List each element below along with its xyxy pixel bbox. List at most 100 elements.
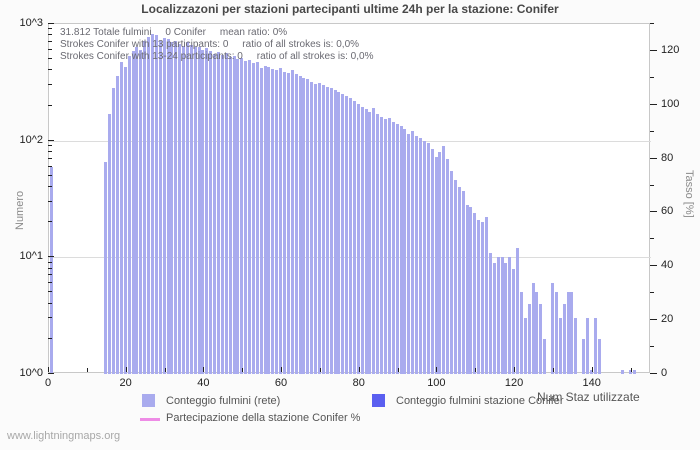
histogram-bar [341,94,345,374]
histogram-bar [255,62,259,374]
histogram-bar [562,303,566,374]
histogram-bar [582,338,586,374]
y-right-major-tick [650,373,657,374]
histogram-bar [391,121,395,374]
histogram-bar [492,262,496,374]
x-minor-tick [397,368,399,372]
histogram-bar [469,207,473,374]
x-tick-label: 20 [119,377,132,389]
histogram-bar [220,55,224,374]
histogram-bar [488,252,492,374]
x-minor-tick [552,368,554,372]
y-left-tick-label: 10^3 [19,17,43,29]
histogram-bar [574,318,578,374]
y-left-minor-tick [48,165,52,167]
histogram-bar [209,50,213,374]
histogram-bar [376,113,380,374]
histogram-bar [527,303,531,374]
x-minor-tick [86,368,88,372]
x-major-tick [48,367,49,372]
histogram-bar [632,370,636,374]
y-right-tick-label: 0 [661,367,668,379]
histogram-bar [213,54,217,374]
histogram-bar [345,96,349,374]
x-tick-label: 140 [582,377,601,389]
x-major-tick [436,367,438,372]
histogram-bar [158,41,162,374]
histogram-bar [290,70,294,374]
legend-label-participation: Partecipazione della stazione Conifer % [166,412,361,424]
y-left-minor-tick [48,48,52,50]
y-right-tick-label: 40 [661,259,674,272]
x-tick-label: 100 [427,377,446,389]
histogram-bar [147,36,151,374]
histogram-bar [519,292,523,374]
y-left-minor-tick [48,186,52,188]
plot-area [48,23,651,374]
histogram-bar [403,129,407,374]
annotation-line-1: 31.812 Totale fulmini 0 Conifer mean rat… [60,27,288,38]
x-tick-label: 0 [44,377,52,389]
histogram-bar [364,109,368,374]
x-major-tick [203,367,205,372]
histogram-bar [422,140,426,374]
histogram-bar [554,292,558,374]
histogram-bar [407,133,411,374]
y-right-minor-tick [650,130,654,132]
histogram-bar [116,75,120,374]
y-left-major-tick [48,23,54,24]
histogram-bar [387,118,391,374]
legend-label-station: Conteggio fulmini stazione Conifer [396,395,564,407]
legend-swatch-station [372,394,385,407]
histogram-bar [465,205,469,374]
y-right-tick-label: 60 [661,205,674,218]
histogram-bar [182,45,186,374]
histogram-bar [356,104,360,374]
histogram-bar [566,292,570,374]
histogram-bar [551,283,555,374]
histogram-bar [360,106,364,374]
histogram-bar [539,303,543,374]
y-right-minor-tick [650,23,654,24]
histogram-bar [131,50,135,374]
histogram-bar [251,63,255,374]
histogram-bar [442,146,446,374]
histogram-bar [384,119,387,374]
histogram-bar [450,170,454,374]
y-left-minor-tick [48,174,52,176]
histogram-bar [275,70,279,374]
y-right-major-tick [650,49,657,51]
y-left-minor-tick [48,28,52,30]
histogram-bar [512,268,516,374]
histogram-bar [228,57,232,374]
histogram-bar [337,92,341,374]
histogram-bar [50,166,53,374]
histogram-bar [259,67,263,374]
histogram-bar [294,74,298,374]
histogram-bar [481,222,485,374]
y-left-minor-tick [48,58,52,60]
histogram-bar [628,370,632,374]
histogram-bar [593,318,597,374]
histogram-bar [119,62,123,374]
histogram-bar [395,123,399,374]
histogram-bar [197,46,201,374]
histogram-bar [516,248,520,374]
x-major-tick [125,367,127,372]
y-left-minor-tick [48,291,52,293]
histogram-bar [248,60,252,374]
annotation-line-2: Strokes Conifer with 13 participants: 0 … [60,39,360,50]
histogram-bar [108,113,112,374]
y-left-major-tick [48,373,54,374]
histogram-bar [418,138,422,374]
histogram-bar [399,126,403,374]
histogram-bar [224,53,228,374]
histogram-bar [162,37,166,374]
histogram-bar [597,338,601,374]
histogram-bar [411,131,415,374]
y-left-major-tick [48,256,54,258]
y-right-major-tick [650,265,657,267]
histogram-bar [201,49,205,374]
y-left-minor-tick [48,267,52,269]
histogram-bar [473,212,477,374]
